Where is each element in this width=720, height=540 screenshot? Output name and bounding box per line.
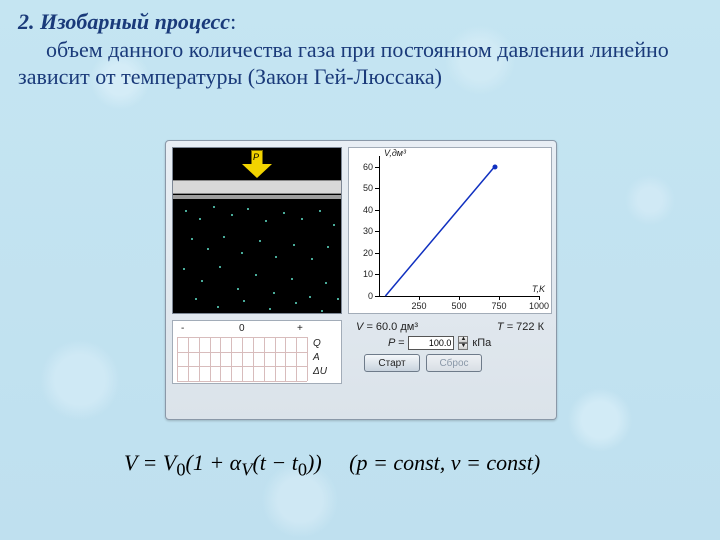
particle-dot [283,212,285,214]
particle-dot [309,296,311,298]
particle-dot [275,256,277,258]
scale-plus: + [297,323,303,334]
particle-dot [223,236,225,238]
particle-dot [325,282,327,284]
particle-dot [199,218,201,220]
particle-dot [243,300,245,302]
particle-dot [269,308,271,310]
chevron-down-icon: ▼ [458,343,468,350]
start-button[interactable]: Старт [364,354,420,372]
chart-endpoint [492,164,497,169]
pressure-unit: кПа [472,337,491,349]
pressure-stepper[interactable]: ▲▼ [458,336,468,350]
particle-dot [217,306,219,308]
particle-dot [265,220,267,222]
particle-dot [213,206,215,208]
particle-dot [291,278,293,280]
particle-dot [219,266,221,268]
simulation-app: P V,дм³ T,K 01020304050602505007501000 -… [165,140,557,420]
volume-readout: V = 60.0 дм³ [356,321,418,333]
particle-dot [247,208,249,210]
reset-button[interactable]: Сброс [426,354,482,372]
ytick-label: 0 [357,291,373,301]
pressure-label: P = [388,337,404,349]
ytick-label: 30 [357,226,373,236]
symbol-q: Q [313,337,327,351]
particle-dot [301,218,303,220]
particle-sim-panel: P [172,147,342,314]
particle-dot [237,288,239,290]
ytick-label: 40 [357,205,373,215]
ytick-label: 10 [357,269,373,279]
heading-title: 2. Изобарный процесс [18,9,230,34]
scale-zero: 0 [239,323,245,334]
symbol-a: A [313,351,327,365]
xtick-label: 250 [411,301,426,311]
particle-dot [185,210,187,212]
temperature-readout: T = 722 К [497,321,544,333]
energy-scale: - 0 + [173,323,341,335]
vt-chart: V,дм³ T,K 01020304050602505007501000 [348,147,552,314]
energy-panel: - 0 + Q A ΔU [172,320,342,384]
particle-dot [195,298,197,300]
ytick-label: 60 [357,162,373,172]
piston-base [173,195,341,199]
particle-dot [311,258,313,260]
energy-symbols: Q A ΔU [313,337,327,379]
particle-dot [319,210,321,212]
particle-dot [207,248,209,250]
particle-dot [255,274,257,276]
scale-minus: - [181,323,184,334]
particle-dot [273,292,275,294]
particle-dot [183,268,185,270]
symbol-du: ΔU [313,365,327,379]
pressure-input[interactable] [408,336,454,350]
heading-colon: : [230,9,236,34]
chevron-up-icon: ▲ [458,336,468,343]
heading-desc: объем данного количества газа при постоя… [18,36,702,91]
heading-block: 2. Изобарный процесс: объем данного коли… [0,0,720,95]
piston [173,180,341,194]
pressure-symbol: P [253,152,259,162]
particle-dot [259,240,261,242]
particle-dot [327,246,329,248]
particle-dot [201,280,203,282]
particle-dot [231,214,233,216]
pressure-arrow-icon: P [242,150,272,180]
particle-dot [333,224,335,226]
energy-grid [177,337,307,381]
xtick-label: 750 [491,301,506,311]
readout-panel: V = 60.0 дм³ T = 722 К P = ▲▼ кПа Старт … [348,320,552,372]
ytick-label: 20 [357,248,373,258]
particle-dot [293,244,295,246]
formula: V = V0(1 + αV(t − t0)) (p = const, ν = c… [124,450,604,480]
particle-dot [321,310,323,312]
ytick-label: 50 [357,183,373,193]
xtick-label: 1000 [529,301,549,311]
chart-line [349,148,551,313]
particle-dot [241,252,243,254]
particle-dot [337,298,339,300]
xtick-label: 500 [451,301,466,311]
particle-dot [295,302,297,304]
particle-dot [191,238,193,240]
